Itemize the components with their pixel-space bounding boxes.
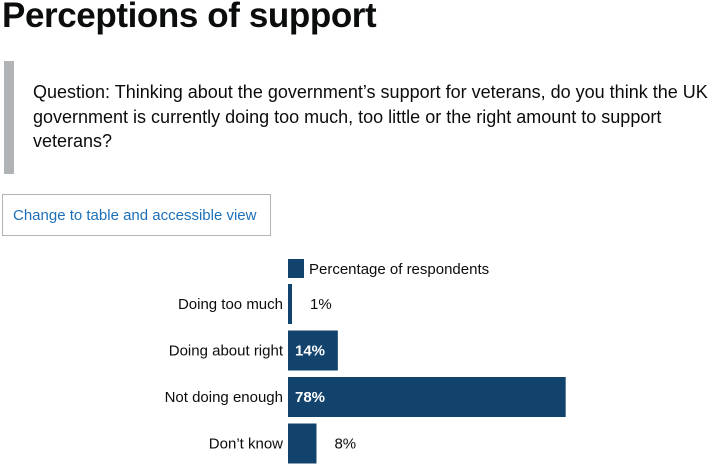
value-label: 8% [334,436,356,453]
page-title: Perceptions of support [2,0,377,35]
value-label: 78% [295,389,325,406]
category-label: Don’t know [209,436,283,453]
category-label: Not doing enough [165,389,283,406]
category-label: Doing about right [169,343,284,360]
bar [288,423,317,464]
bar-chart: Percentage of respondents Doing too much… [165,259,566,464]
change-view-button[interactable]: Change to table and accessible view [2,194,271,236]
question-text: Question: Thinking about the government’… [33,82,708,151]
bar [288,284,292,324]
bar [288,330,338,371]
bar [288,377,566,417]
value-label: 14% [295,343,325,360]
legend-label: Percentage of respondents [309,261,489,278]
question-inset: Question: Thinking about the government’… [4,61,709,174]
category-label: Doing too much [178,296,283,313]
bars-group: Doing too much 1% Doing about right 14% Not … [165,284,566,464]
value-label: 1% [310,296,332,313]
legend-swatch [288,259,304,278]
